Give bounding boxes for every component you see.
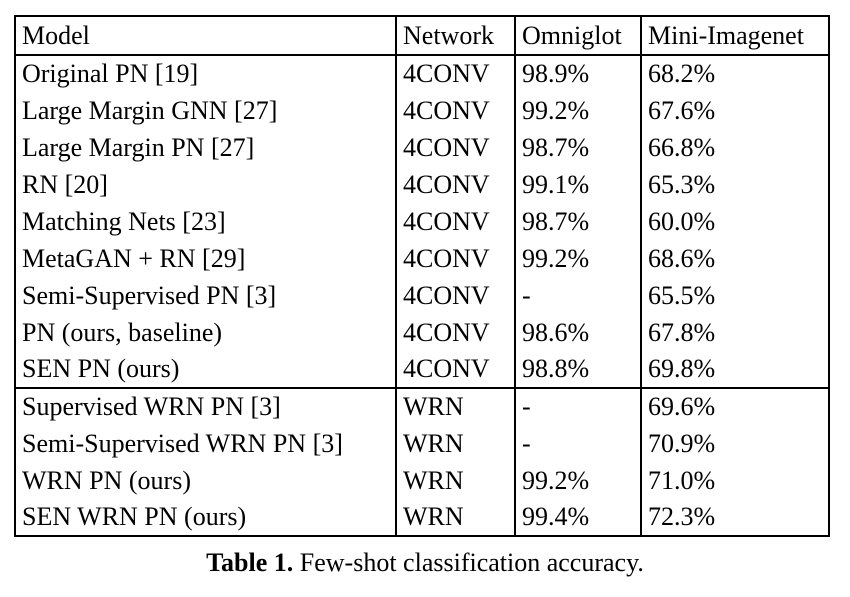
table-row: SEN WRN PN (ours) WRN 99.4% 72.3% — [14, 499, 830, 536]
table-row: Large Margin GNN [27] 4CONV 99.2% 67.6% — [14, 92, 830, 129]
column-header-mini-imagenet: Mini-Imagenet — [640, 16, 830, 55]
cell-omniglot: 98.7% — [514, 129, 642, 166]
cell-mini: 69.8% — [640, 351, 830, 388]
cell-network: 4CONV — [395, 92, 516, 129]
table-row: MetaGAN + RN [29] 4CONV 99.2% 68.6% — [14, 240, 830, 277]
column-header-omniglot: Omniglot — [514, 16, 642, 55]
table-header: Model Network Omniglot Mini-Imagenet — [14, 16, 830, 55]
cell-omniglot: 99.1% — [514, 166, 642, 203]
cell-network: 4CONV — [395, 351, 516, 388]
cell-network: WRN — [395, 462, 516, 499]
cell-mini: 65.3% — [640, 166, 830, 203]
cell-omniglot: 99.2% — [514, 240, 642, 277]
cell-model: PN (ours, baseline) — [14, 314, 397, 351]
cell-omniglot: - — [514, 388, 642, 425]
cell-model: Semi-Supervised PN [3] — [14, 277, 397, 314]
table-group: Original PN [19] 4CONV 98.9% 68.2% Large Mar… — [14, 55, 830, 388]
cell-model: Original PN [19] — [14, 55, 397, 92]
column-header-model: Model — [14, 16, 397, 55]
cell-model: Semi-Supervised WRN PN [3] — [14, 425, 397, 462]
cell-network: 4CONV — [395, 129, 516, 166]
cell-omniglot: 98.7% — [514, 203, 642, 240]
results-table: Model Network Omniglot Mini-Imagenet Ori… — [14, 15, 830, 537]
cell-mini: 68.6% — [640, 240, 830, 277]
cell-network: WRN — [395, 425, 516, 462]
cell-model: Supervised WRN PN [3] — [14, 388, 397, 425]
cell-omniglot: - — [514, 277, 642, 314]
table-row: PN (ours, baseline) 4CONV 98.6% 67.8% — [14, 314, 830, 351]
table-row: Supervised WRN PN [3] WRN -69.6% — [14, 388, 830, 425]
table-row: Large Margin PN [27] 4CONV 98.7% 66.8% — [14, 129, 830, 166]
table-row: Semi-Supervised WRN PN [3] WRN -70.9% — [14, 425, 830, 462]
cell-mini: 66.8% — [640, 129, 830, 166]
table-header-row: Model Network Omniglot Mini-Imagenet — [14, 16, 830, 55]
cell-network: 4CONV — [395, 166, 516, 203]
cell-omniglot: 98.6% — [514, 314, 642, 351]
cell-network: 4CONV — [395, 55, 516, 92]
cell-model: Large Margin PN [27] — [14, 129, 397, 166]
cell-mini: 65.5% — [640, 277, 830, 314]
cell-network: WRN — [395, 499, 516, 536]
cell-mini: 67.6% — [640, 92, 830, 129]
cell-model: SEN PN (ours) — [14, 351, 397, 388]
table-row: RN [20] 4CONV 99.1% 65.3% — [14, 166, 830, 203]
table-caption-text: Few-shot classification accuracy. — [299, 548, 644, 577]
cell-network: 4CONV — [395, 240, 516, 277]
column-header-network: Network — [395, 16, 516, 55]
table-caption-label: Table 1. — [206, 548, 294, 577]
cell-omniglot: 99.2% — [514, 92, 642, 129]
table-row: Original PN [19] 4CONV 98.9% 68.2% — [14, 55, 830, 92]
cell-mini: 60.0% — [640, 203, 830, 240]
cell-mini: 68.2% — [640, 55, 830, 92]
cell-network: 4CONV — [395, 277, 516, 314]
cell-mini: 69.6% — [640, 388, 830, 425]
cell-mini: 72.3% — [640, 499, 830, 536]
cell-omniglot: 98.8% — [514, 351, 642, 388]
table-row: Matching Nets [23] 4CONV 98.7% 60.0% — [14, 203, 830, 240]
table-group: Supervised WRN PN [3] WRN -69.6% Semi-Super… — [14, 388, 830, 536]
table-row: WRN PN (ours) WRN 99.2% 71.0% — [14, 462, 830, 499]
cell-network: 4CONV — [395, 314, 516, 351]
cell-model: MetaGAN + RN [29] — [14, 240, 397, 277]
cell-model: RN [20] — [14, 166, 397, 203]
cell-omniglot: 99.4% — [514, 499, 642, 536]
cell-omniglot: 98.9% — [514, 55, 642, 92]
cell-model: Matching Nets [23] — [14, 203, 397, 240]
cell-model: Large Margin GNN [27] — [14, 92, 397, 129]
cell-network: 4CONV — [395, 203, 516, 240]
cell-mini: 70.9% — [640, 425, 830, 462]
cell-model: WRN PN (ours) — [14, 462, 397, 499]
table-row: Semi-Supervised PN [3] 4CONV -65.5% — [14, 277, 830, 314]
table-row: SEN PN (ours) 4CONV 98.8% 69.8% — [14, 351, 830, 388]
cell-network: WRN — [395, 388, 516, 425]
cell-mini: 67.8% — [640, 314, 830, 351]
cell-omniglot: - — [514, 425, 642, 462]
cell-mini: 71.0% — [640, 462, 830, 499]
cell-omniglot: 99.2% — [514, 462, 642, 499]
cell-model: SEN WRN PN (ours) — [14, 499, 397, 536]
table-caption: Table 1. Few-shot classification accurac… — [0, 548, 850, 578]
